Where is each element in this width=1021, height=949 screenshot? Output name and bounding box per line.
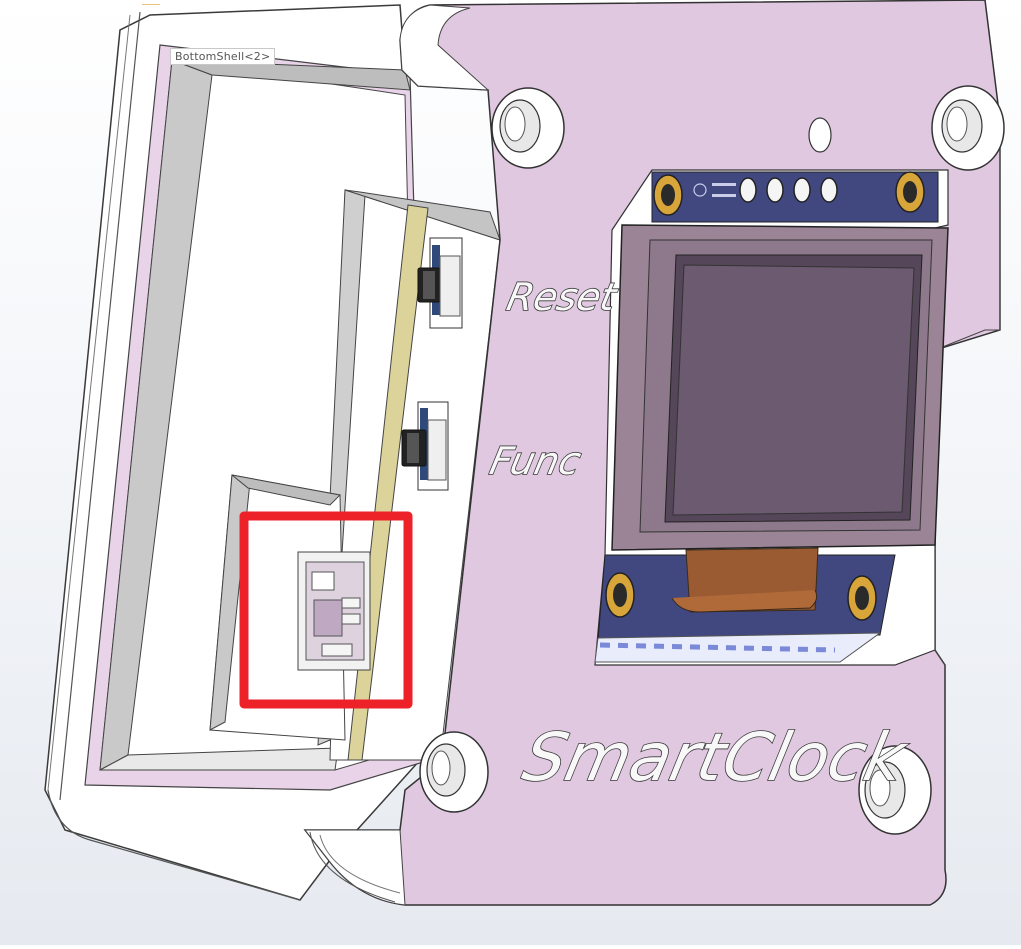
selection-box xyxy=(239,511,413,709)
func-label: Func xyxy=(485,439,585,485)
svg-text:Reset: Reset xyxy=(503,275,622,320)
mount-hole-icon xyxy=(491,87,565,169)
svg-text:SmartClock: SmartClock xyxy=(517,719,915,796)
mount-hole-icon xyxy=(419,731,489,813)
func-switch[interactable] xyxy=(401,401,449,491)
svg-text:Func: Func xyxy=(486,439,585,484)
origin-marker xyxy=(142,0,160,5)
reset-label: Reset xyxy=(502,275,623,321)
mount-hole-icon xyxy=(858,745,932,835)
brand-logo-text: SmartClock xyxy=(516,718,915,797)
mount-hole-icon xyxy=(931,85,1005,171)
small-hole-icon xyxy=(808,117,832,153)
component-tooltip: BottomShell<2> xyxy=(170,48,276,65)
header-pins xyxy=(739,177,838,203)
display-window[interactable] xyxy=(594,169,949,666)
reset-switch[interactable] xyxy=(417,237,463,329)
